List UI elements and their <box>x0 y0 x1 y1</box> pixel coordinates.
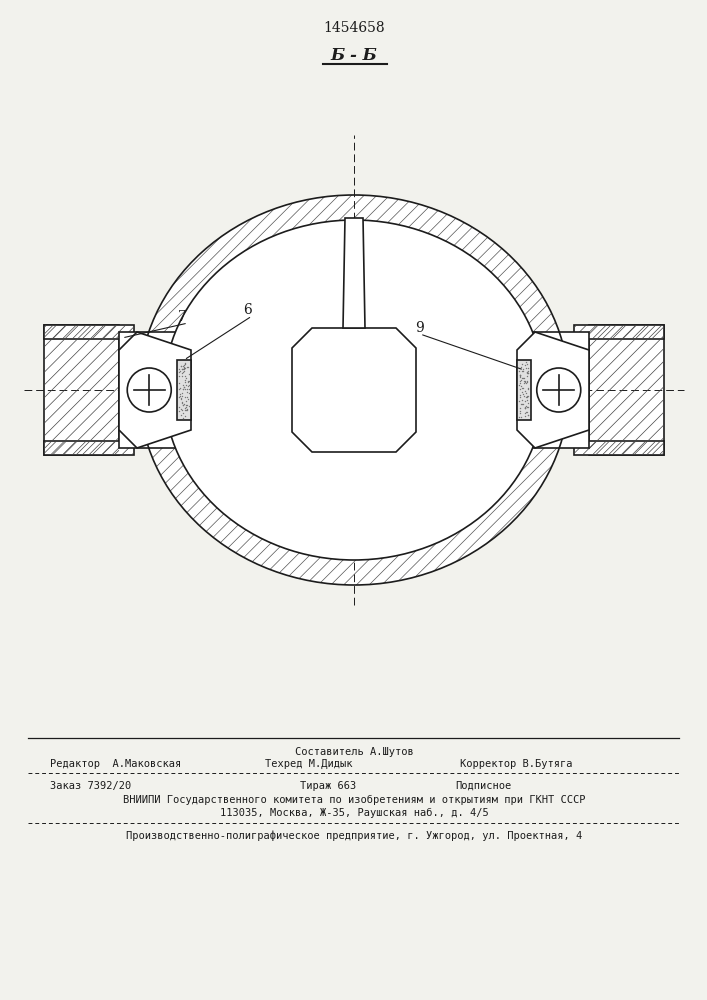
Bar <box>44 325 134 339</box>
Text: Редактор  А.Маковская: Редактор А.Маковская <box>50 759 181 769</box>
Text: 113035, Москва, Ж-35, Раушская наб., д. 4/5: 113035, Москва, Ж-35, Раушская наб., д. … <box>220 808 489 818</box>
Bar <box>517 332 589 448</box>
Circle shape <box>537 368 580 412</box>
Bar <box>44 441 134 455</box>
Ellipse shape <box>139 195 569 585</box>
Bar <box>44 325 134 339</box>
Text: 6: 6 <box>244 303 252 317</box>
Text: Корректор В.Бутяга: Корректор В.Бутяга <box>460 759 573 769</box>
Bar <box>574 441 664 455</box>
Text: Техред М.Дидык: Техред М.Дидык <box>265 759 353 769</box>
Bar <box>589 325 664 455</box>
Bar <box>44 441 134 455</box>
Bar <box>589 325 664 455</box>
Text: Б - Б: Б - Б <box>331 46 378 64</box>
Text: Составитель А.Шутов: Составитель А.Шутов <box>295 747 414 757</box>
Polygon shape <box>343 218 365 328</box>
Circle shape <box>127 368 171 412</box>
Text: Тираж 663: Тираж 663 <box>300 781 356 791</box>
Text: 9: 9 <box>416 321 424 335</box>
Polygon shape <box>292 328 416 452</box>
Bar <box>574 325 664 339</box>
Polygon shape <box>517 332 589 448</box>
Text: Производственно-полиграфическое предприятие, г. Ужгород, ул. Проектная, 4: Производственно-полиграфическое предприя… <box>126 831 582 841</box>
Bar <box>177 360 191 420</box>
Polygon shape <box>119 332 191 448</box>
Text: ВНИИПИ Государственного комитета по изобретениям и открытиям при ГКНТ СССР: ВНИИПИ Государственного комитета по изоб… <box>123 795 585 805</box>
Bar <box>44 325 119 455</box>
PathPatch shape <box>139 195 569 585</box>
Bar <box>119 332 191 448</box>
Text: Фиг. 3: Фиг. 3 <box>285 513 335 527</box>
Text: 1454658: 1454658 <box>323 21 385 35</box>
Bar <box>517 360 531 420</box>
Bar <box>574 325 664 339</box>
Bar <box>574 441 664 455</box>
Ellipse shape <box>164 220 544 560</box>
Text: Заказ 7392/20: Заказ 7392/20 <box>50 781 132 791</box>
Bar <box>44 325 119 455</box>
Text: 7: 7 <box>177 310 187 324</box>
Text: Подписное: Подписное <box>455 781 511 791</box>
